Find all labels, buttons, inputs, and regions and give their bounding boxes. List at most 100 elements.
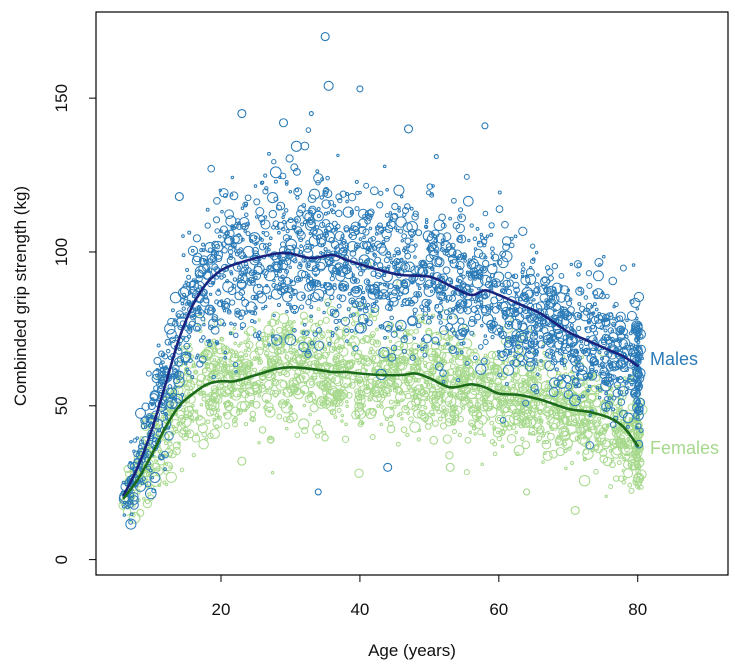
female-data-point xyxy=(309,393,313,398)
male-data-point xyxy=(285,229,290,234)
female-data-point xyxy=(282,400,286,405)
male-data-point xyxy=(635,388,639,392)
male-data-point xyxy=(487,263,498,275)
female-data-point xyxy=(489,377,493,382)
male-data-point xyxy=(577,302,582,306)
female-data-point xyxy=(288,412,298,422)
male-data-point xyxy=(126,475,137,485)
male-data-point xyxy=(410,273,419,282)
male-data-point xyxy=(456,284,461,289)
female-data-point xyxy=(221,345,228,352)
female-data-point xyxy=(345,404,349,408)
female-data-point xyxy=(339,359,348,368)
male-data-point xyxy=(284,269,290,274)
female-outlier-point xyxy=(445,462,455,472)
male-data-point xyxy=(180,298,185,303)
y-tick-label: 150 xyxy=(52,84,71,112)
male-data-point xyxy=(543,286,552,295)
female-data-point xyxy=(428,390,438,400)
male-data-point xyxy=(409,354,416,361)
male-data-point xyxy=(233,332,239,339)
male-data-point xyxy=(470,305,479,314)
female-data-point xyxy=(479,377,484,382)
male-data-point xyxy=(454,264,459,269)
male-data-point xyxy=(181,234,185,238)
male-data-point xyxy=(302,322,307,327)
male-data-point xyxy=(271,159,277,165)
male-data-point xyxy=(194,325,201,331)
male-data-point xyxy=(536,273,540,277)
male-data-point xyxy=(429,192,435,198)
male-data-point xyxy=(177,287,190,299)
male-data-point xyxy=(288,190,293,194)
male-data-point xyxy=(329,308,336,315)
male-data-point xyxy=(401,233,407,239)
female-data-point xyxy=(530,411,537,418)
male-data-point xyxy=(368,213,372,218)
male-data-point xyxy=(244,194,252,202)
male-data-point xyxy=(440,240,452,253)
male-data-point xyxy=(311,267,321,276)
male-data-point xyxy=(165,348,171,354)
male-data-point xyxy=(291,304,298,311)
male-data-point xyxy=(315,258,328,271)
male-data-point xyxy=(192,234,201,243)
female-data-point xyxy=(400,416,404,421)
male-data-point xyxy=(539,293,549,303)
male-data-point xyxy=(362,214,367,218)
male-data-point xyxy=(372,288,381,296)
female-data-point xyxy=(251,383,262,394)
male-data-point xyxy=(499,325,504,330)
male-data-point xyxy=(569,323,574,328)
male-data-point xyxy=(345,339,349,343)
male-data-point xyxy=(604,400,613,409)
male-data-point xyxy=(431,184,435,188)
female-data-point xyxy=(408,387,414,393)
female-data-point xyxy=(244,353,249,358)
male-data-point xyxy=(515,343,522,350)
male-data-point xyxy=(211,240,219,249)
male-data-point xyxy=(147,401,156,411)
male-data-point xyxy=(598,387,603,392)
male-data-point xyxy=(384,282,390,288)
male-data-point xyxy=(276,201,286,211)
male-data-point xyxy=(207,258,214,265)
male-data-point xyxy=(576,262,582,268)
female-data-point xyxy=(597,416,602,421)
male-data-point xyxy=(201,248,206,253)
male-data-point xyxy=(457,234,467,244)
male-data-point xyxy=(496,349,501,354)
male-data-point xyxy=(608,276,618,286)
males-series-label: Males xyxy=(650,349,698,369)
male-data-point xyxy=(227,286,237,296)
male-data-point xyxy=(584,326,592,334)
male-data-point xyxy=(397,228,404,234)
male-data-point xyxy=(319,250,323,255)
female-data-point xyxy=(531,430,536,435)
male-data-point xyxy=(512,358,521,368)
male-data-point xyxy=(213,266,220,273)
female-data-point xyxy=(623,376,627,380)
female-data-point xyxy=(627,403,636,412)
female-data-point xyxy=(257,360,262,365)
female-data-point xyxy=(274,320,280,325)
female-data-point xyxy=(322,430,327,435)
male-data-point xyxy=(239,322,247,329)
female-data-point xyxy=(354,401,365,412)
female-data-point xyxy=(357,415,361,419)
male-data-point xyxy=(245,301,257,313)
male-data-point xyxy=(604,334,611,342)
male-data-point xyxy=(458,215,463,219)
male-data-point xyxy=(409,234,414,239)
male-data-point xyxy=(306,218,316,229)
male-data-point xyxy=(461,341,466,345)
female-data-point xyxy=(209,408,217,416)
male-data-point xyxy=(608,373,613,378)
female-data-point xyxy=(332,358,337,363)
female-data-point xyxy=(536,435,543,442)
male-data-point xyxy=(170,308,175,313)
male-data-point xyxy=(521,267,526,272)
male-data-point xyxy=(309,340,315,346)
female-data-point xyxy=(416,437,421,442)
female-data-point xyxy=(233,416,238,422)
